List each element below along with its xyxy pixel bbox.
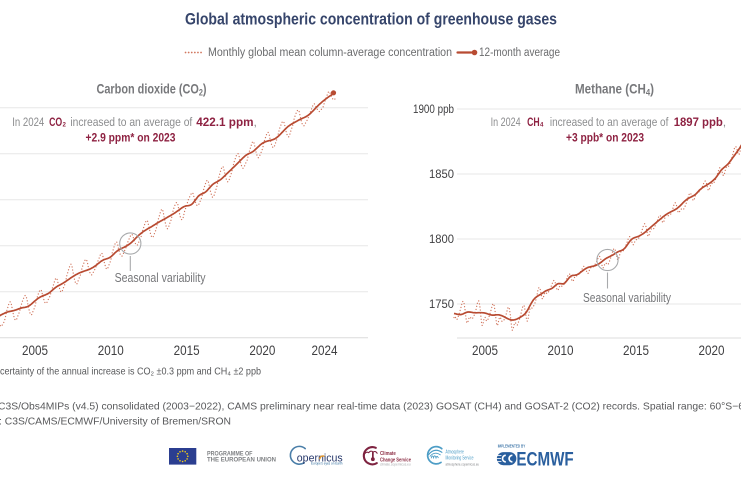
svg-text:In 2024: In 2024 xyxy=(491,115,521,129)
svg-text:C3S/Obs4MIPs (v4.5) consolidat: C3S/Obs4MIPs (v4.5) consolidated (2003−2… xyxy=(0,402,741,413)
svg-text:Change Service: Change Service xyxy=(380,457,412,463)
svg-text:2010: 2010 xyxy=(548,343,574,358)
svg-text:422.1 ppm: 422.1 ppm xyxy=(196,115,253,129)
svg-text:2024: 2024 xyxy=(312,343,338,358)
svg-text:Seasonal variability: Seasonal variability xyxy=(583,290,671,305)
svg-text:THE EUROPEAN UNION: THE EUROPEAN UNION xyxy=(207,457,276,464)
svg-text:2010: 2010 xyxy=(98,343,124,358)
svg-text:1750: 1750 xyxy=(429,299,454,311)
svg-text:2005: 2005 xyxy=(472,343,498,358)
svg-text:+2.9 ppm* on 2023: +2.9 ppm* on 2023 xyxy=(86,130,176,144)
svg-text:: C3S/CAMS/ECMWF/University of: : C3S/CAMS/ECMWF/University of Bremen/SR… xyxy=(0,417,231,428)
svg-text:+3 ppb* on 2023: +3 ppb* on 2023 xyxy=(566,130,644,144)
svg-text:2020: 2020 xyxy=(249,343,275,358)
svg-text:ECMWF: ECMWF xyxy=(516,448,573,470)
svg-text:climate.copernicus.eu: climate.copernicus.eu xyxy=(380,463,411,467)
svg-text:2015: 2015 xyxy=(174,343,200,358)
svg-text:In 2024: In 2024 xyxy=(12,115,44,129)
svg-text:CO₂: CO₂ xyxy=(49,115,66,129)
svg-text:2015: 2015 xyxy=(623,343,649,358)
svg-text:increased to an average of: increased to an average of xyxy=(550,115,669,129)
svg-text:1897 ppb: 1897 ppb xyxy=(674,115,723,129)
svg-text:,: , xyxy=(723,115,726,129)
svg-text:Methane (CH4): Methane (CH4) xyxy=(575,82,654,98)
svg-text:1900 ppb: 1900 ppb xyxy=(413,104,454,116)
svg-text:Climate: Climate xyxy=(380,451,396,457)
svg-text:PROGRAMME OF: PROGRAMME OF xyxy=(207,450,253,457)
svg-text:Seasonal variability: Seasonal variability xyxy=(115,270,206,285)
svg-text:certainty of the annual increa: certainty of the annual increase is CO₂ … xyxy=(0,367,261,378)
svg-text:Global atmospheric concentrati: Global atmospheric concentration of gree… xyxy=(185,11,557,29)
svg-text:Carbon dioxide (CO2): Carbon dioxide (CO2) xyxy=(97,82,207,98)
svg-text:IMPLEMENTED BY: IMPLEMENTED BY xyxy=(498,443,526,448)
svg-text:CH₄: CH₄ xyxy=(527,115,544,129)
svg-text:Atmosphere: Atmosphere xyxy=(446,450,464,456)
svg-text:Monthly global mean column-ave: Monthly global mean column-average conce… xyxy=(208,47,452,59)
svg-text:Monitoring Service: Monitoring Service xyxy=(446,456,474,462)
svg-text:2005: 2005 xyxy=(22,343,48,358)
svg-text:1850: 1850 xyxy=(429,169,454,181)
svg-text:2020: 2020 xyxy=(699,343,725,358)
svg-text:atmosphere.copernicus.eu: atmosphere.copernicus.eu xyxy=(446,462,480,466)
svg-text:,: , xyxy=(254,115,257,129)
svg-text:12-month average: 12-month average xyxy=(479,47,560,59)
svg-text:increased to an average of: increased to an average of xyxy=(70,115,192,129)
svg-text:1800: 1800 xyxy=(429,234,454,246)
svg-text:Europe’s eyes on Earth: Europe’s eyes on Earth xyxy=(311,462,343,466)
